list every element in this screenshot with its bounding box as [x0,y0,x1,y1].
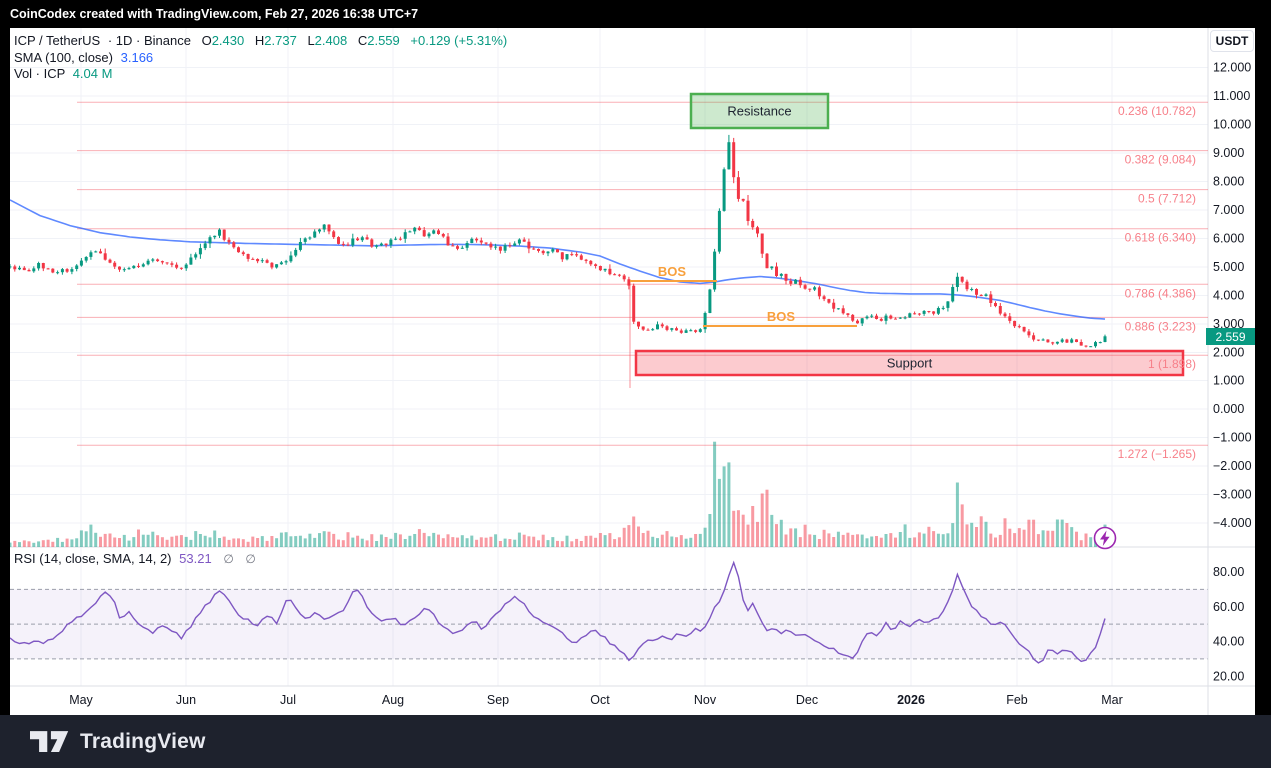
svg-text:60.00: 60.00 [1213,600,1244,614]
chart-canvas[interactable]: Resistance Support BOS BOS 0.236 (10.782) 0.3… [0,28,1271,715]
svg-text:Sep: Sep [487,693,509,707]
rsi-legend-row[interactable]: RSI (14, close, SMA, 14, 2) 53.21 ∅ ∅ [14,551,256,566]
bos-label: BOS [767,309,796,324]
zones[interactable]: Resistance Support BOS BOS [630,92,1185,377]
svg-text:6.000: 6.000 [1213,231,1244,245]
svg-text:0.618 (6.340): 0.618 (6.340) [1125,231,1196,245]
legend: ICP / TetherUS · 1D · Binance O2.430 H2.… [14,33,507,83]
svg-text:Mar: Mar [1101,693,1123,707]
open-label: O [201,33,212,48]
svg-text:80.00: 80.00 [1213,565,1244,579]
svg-text:Jun: Jun [176,693,196,707]
svg-text:40.00: 40.00 [1213,635,1244,649]
sma-legend-row[interactable]: SMA (100, close) 3.166 [14,50,507,67]
currency-toggle-button[interactable]: USDT [1210,30,1254,52]
resistance-zone-label: Resistance [727,104,791,119]
sma-value: 3.166 [120,49,154,65]
svg-text:Oct: Oct [590,693,610,707]
empty-set-icon: ∅ [245,552,256,566]
svg-text:0.000: 0.000 [1213,402,1244,416]
grid [10,28,1208,686]
volume-legend-row[interactable]: Vol · ICP 4.04 M [14,66,507,83]
svg-text:8.000: 8.000 [1213,174,1244,188]
volume-value: 4.04 M [72,66,113,81]
svg-text:9.000: 9.000 [1213,146,1244,160]
svg-text:3.000: 3.000 [1213,317,1244,331]
tradingview-brand-text[interactable]: TradingView [80,729,206,753]
left-frame-strip [0,28,10,715]
svg-text:2026: 2026 [897,693,925,707]
svg-text:Jul: Jul [280,693,296,707]
last-price-badge: 2.559 [1206,328,1255,345]
rsi-band [10,588,1208,660]
high-label: H [254,33,265,48]
low-label: L [307,33,315,48]
footer-bar: TradingView [0,715,1271,768]
support-zone-label: Support [887,356,933,371]
resistance-zone [689,92,830,130]
svg-text:0.382 (9.084): 0.382 (9.084) [1125,153,1196,167]
rsi-line [9,560,1106,664]
symbol-name: ICP / TetherUS [14,33,101,48]
bos-label: BOS [658,264,687,279]
empty-set-icon: ∅ [223,552,234,566]
svg-text:7.000: 7.000 [1213,203,1244,217]
svg-text:Nov: Nov [694,693,717,707]
svg-text:5.000: 5.000 [1213,260,1244,274]
attribution-text: CoinCodex created with TradingView.com, … [10,7,419,21]
low-value: 2.408 [314,33,348,48]
svg-text:May: May [69,693,93,707]
rsi-value: 53.21 [179,551,212,566]
symbol-details: · 1D · Binance [107,33,191,48]
lightning-icon [1100,530,1110,546]
svg-text:4.000: 4.000 [1213,288,1244,302]
volume-bars [8,441,1107,547]
right-frame-strip [1255,28,1271,715]
svg-text:1.000: 1.000 [1213,374,1244,388]
svg-text:−4.000: −4.000 [1213,516,1252,530]
svg-text:12.000: 12.000 [1213,61,1251,75]
svg-text:Aug: Aug [382,693,404,707]
high-value: 2.737 [264,33,297,48]
svg-text:1 (1.898): 1 (1.898) [1148,357,1196,371]
svg-text:0.786 (4.386): 0.786 (4.386) [1125,286,1196,300]
svg-text:Feb: Feb [1006,693,1028,707]
svg-text:0.886 (3.223): 0.886 (3.223) [1125,319,1196,333]
tradingview-logo-icon[interactable] [30,729,70,755]
sma-label: SMA (100, close) [14,49,113,65]
close-label: C [357,33,368,48]
price-axis[interactable]: 12.000 11.000 10.000 9.000 8.000 7.000 6.000 5.… [1213,61,1252,684]
svg-text:1.272 (−1.265): 1.272 (−1.265) [1118,447,1196,461]
volume-label: Vol · ICP [14,66,66,81]
svg-text:20.00: 20.00 [1213,669,1244,683]
boost-button[interactable] [1093,526,1117,550]
svg-text:−2.000: −2.000 [1213,459,1252,473]
fib-retracement[interactable] [77,101,1208,446]
attribution-bar: CoinCodex created with TradingView.com, … [0,0,1271,28]
time-axis[interactable]: May Jun Jul Aug Sep Oct Nov Dec 2026 Feb Mar [69,693,1123,707]
close-value: 2.559 [367,33,400,48]
rsi-label: RSI (14, close, SMA, 14, 2) [14,551,172,566]
svg-text:2.000: 2.000 [1213,345,1244,359]
svg-text:0.5 (7.712): 0.5 (7.712) [1138,192,1196,206]
symbol-legend-row[interactable]: ICP / TetherUS · 1D · Binance O2.430 H2.… [14,33,507,50]
fib-labels: 0.236 (10.782) 0.382 (9.084) 0.5 (7.712) 0.… [1118,104,1196,461]
svg-text:0.236 (10.782): 0.236 (10.782) [1118,104,1196,118]
svg-text:11.000: 11.000 [1213,89,1250,103]
svg-text:Dec: Dec [796,693,818,707]
sma-line [9,199,1106,320]
svg-text:−3.000: −3.000 [1213,488,1252,502]
svg-text:10.000: 10.000 [1213,118,1251,132]
change-value: +0.129 (+5.31%) [410,33,508,48]
svg-text:−1.000: −1.000 [1213,431,1252,445]
candlesticks [8,134,1107,348]
open-value: 2.430 [211,33,245,48]
support-zone [634,349,1185,377]
